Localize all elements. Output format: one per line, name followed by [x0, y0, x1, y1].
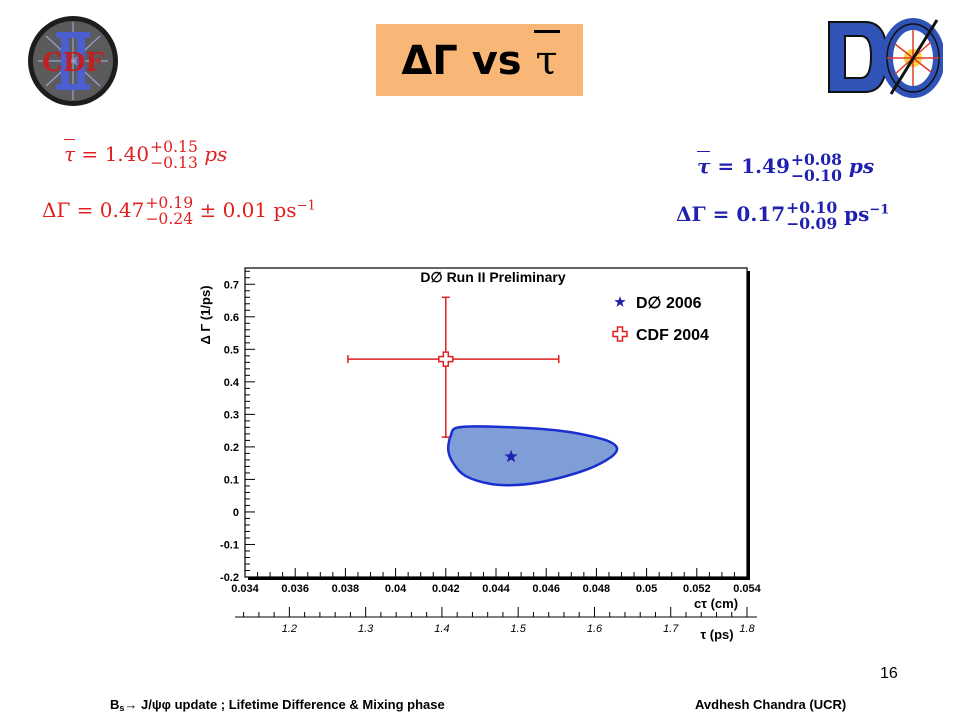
y-tick-label: 0.3 — [224, 409, 239, 421]
x-tick-label: 0.048 — [583, 583, 611, 595]
chart-title: D∅ Run II Preliminary — [420, 269, 565, 285]
y-tick-label: 0.4 — [224, 377, 240, 389]
d0-tau-unit: ps — [848, 154, 875, 179]
d0-dg-exp: −1 — [869, 202, 890, 218]
x-tick-label: 0.042 — [432, 583, 460, 595]
d0-dg-plus: +0.10 — [786, 198, 838, 217]
tau-tick-label: 1.3 — [358, 623, 374, 635]
cdf-tau-result: τ = 1.40 +0.15 −0.13 ps — [64, 138, 228, 172]
d0-point — [504, 449, 518, 463]
y-axis-label: Δ Γ (1/ps) — [198, 285, 213, 344]
tau-tick-label: 1.2 — [282, 623, 297, 635]
footer-b: B — [110, 697, 120, 712]
footer-right: Avdhesh Chandra (UCR) — [695, 697, 847, 712]
d0-dg-lhs: ΔΓ = 0.17 — [676, 202, 786, 227]
x-tick-label: 0.036 — [281, 583, 309, 595]
cdf-dg-exp: −1 — [296, 198, 316, 214]
cdf-tau-value: 1.40 — [104, 142, 150, 167]
tau-axis-label: τ (ps) — [700, 627, 733, 642]
y-tick-label: 0.2 — [224, 442, 239, 454]
tau-tick-label: 1.8 — [739, 623, 755, 635]
y-tick-label: 0.6 — [224, 312, 239, 324]
tau-tick-label: 1.4 — [434, 623, 449, 635]
d0-dg-unit: ps — [844, 202, 870, 227]
d0-dg-result: ΔΓ = 0.17 +0.10 −0.09 ps−1 — [676, 200, 889, 231]
x-tick-label: 0.04 — [385, 583, 407, 595]
title-prefix: ΔΓ vs — [401, 38, 522, 84]
footer-b-sub: s — [119, 703, 125, 713]
y-tick-label: 0 — [233, 507, 239, 519]
d0-logo-text: DØ — [826, 95, 828, 97]
d0-contour — [446, 425, 619, 487]
tau-tick-label: 1.5 — [511, 623, 527, 635]
chart: 0.034 0.036 0.038 0.04 0.042 0.044 0.046 0.048 0… — [198, 267, 762, 642]
legend-cdf-marker — [612, 326, 628, 342]
x-tick-label: 0.05 — [636, 583, 657, 595]
d0-tau-plus: +0.08 — [790, 150, 842, 169]
y-tick-label: 0.7 — [224, 279, 239, 291]
tau-tick-label: 1.6 — [587, 623, 603, 635]
cdf-tau-unit: ps — [204, 142, 228, 167]
x-tick-label: 0.046 — [532, 583, 560, 595]
title-box: ΔΓ vs τ — [376, 24, 583, 96]
x-tick-label: 0.044 — [482, 583, 510, 595]
y-tick-label: -0.2 — [220, 572, 239, 584]
cdf-logo-text: CDF — [42, 48, 104, 78]
y-tick-label: 0.5 — [224, 344, 239, 356]
plot-frame — [244, 267, 748, 578]
y-tick-label: -0.1 — [220, 539, 239, 551]
tau-tick-label: 1.7 — [663, 623, 679, 635]
d0-tau-symbol: τ — [697, 154, 711, 179]
page-title: ΔΓ vs τ — [376, 38, 583, 84]
d0-tau-value: 1.49 — [741, 154, 790, 179]
cdf-point — [438, 351, 454, 367]
y-tick-label: 0.1 — [224, 474, 239, 486]
cdf-dg-syst: ± 0.01 ps — [199, 198, 297, 223]
cdf-dg-minus: −0.24 — [145, 209, 194, 228]
d0-dg-minus: −0.09 — [786, 213, 838, 233]
x-tick-label: 0.034 — [231, 583, 259, 595]
cdf-logo: CDF — [28, 16, 118, 106]
d0-tau-result: τ = 1.49 +0.08 −0.10 ps — [697, 150, 875, 185]
d0-tau-minus: −0.10 — [790, 165, 842, 185]
title-tau-bar: τ — [535, 38, 558, 84]
x-tick-label: 0.038 — [332, 583, 360, 595]
x-tick-label: 0.054 — [733, 583, 761, 595]
footer-left: Bs→ J/ψφ update ; Lifetime Difference & … — [110, 697, 445, 713]
x-tick-label: 0.052 — [683, 583, 711, 595]
slide-number: 16 — [880, 665, 898, 682]
footer-left-text: → J/ψφ update ; Lifetime Difference & Mi… — [124, 697, 445, 712]
cdf-tau-minus: −0.13 — [150, 153, 198, 172]
cdf-dg-result: ΔΓ = 0.47 +0.19 −0.24 ± 0.01 ps−1 — [42, 194, 316, 228]
legend-d0-label: D∅ 2006 — [636, 295, 702, 312]
cdf-dg-plus: +0.19 — [145, 194, 194, 212]
d0-logo: DØ — [826, 18, 943, 98]
cdf-tau-plus: +0.15 — [150, 138, 198, 156]
cdf-tau-symbol: τ — [64, 142, 76, 167]
cdf-dg-lhs: ΔΓ = 0.47 — [42, 198, 145, 223]
legend-cdf-label: CDF 2004 — [636, 327, 709, 344]
x-axis-label: cτ (cm) — [694, 596, 738, 611]
legend-d0-marker — [614, 296, 626, 307]
